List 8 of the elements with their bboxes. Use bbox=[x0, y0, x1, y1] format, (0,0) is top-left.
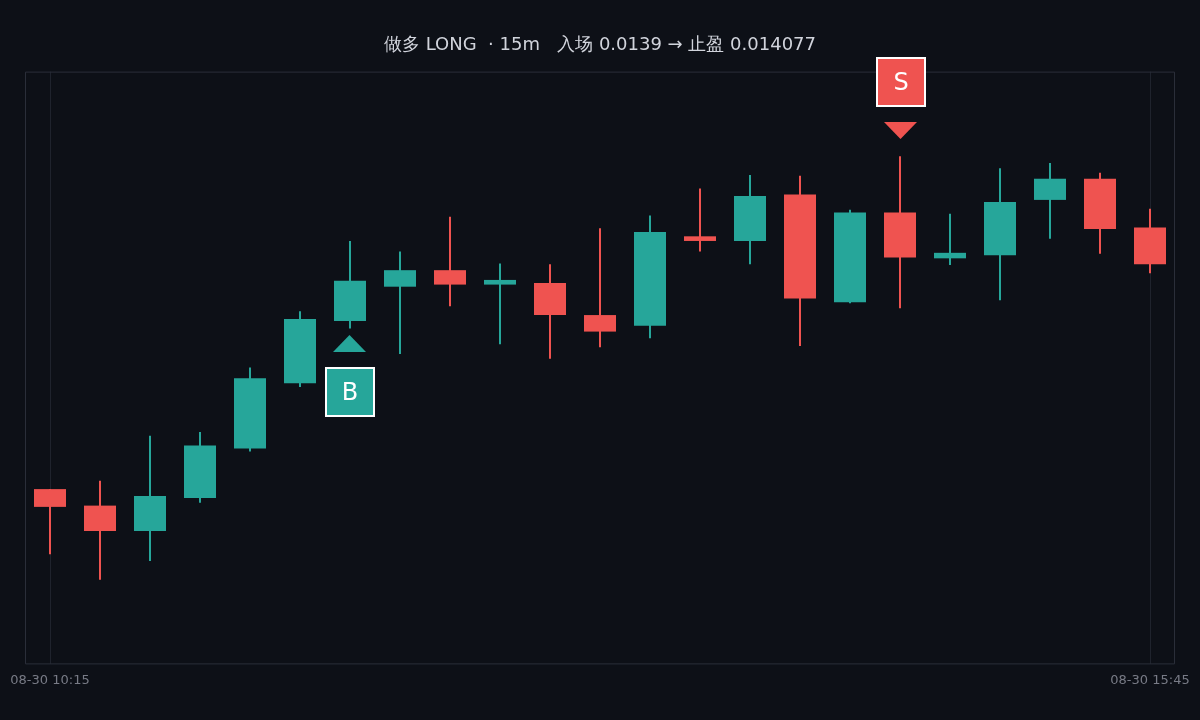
x-tick-label: 08-30 15:45 bbox=[1110, 671, 1190, 687]
chart-title: 做多 LONG · 15m 入场 0.0139 → 止盈 0.014077 bbox=[383, 33, 817, 55]
candlestick bbox=[484, 263, 516, 345]
text: S bbox=[876, 57, 926, 107]
x-tick-label: 08-30 10:15 bbox=[10, 671, 90, 687]
annotation: B bbox=[325, 367, 375, 417]
candlestick bbox=[934, 213, 966, 266]
candlestick bbox=[684, 188, 716, 252]
